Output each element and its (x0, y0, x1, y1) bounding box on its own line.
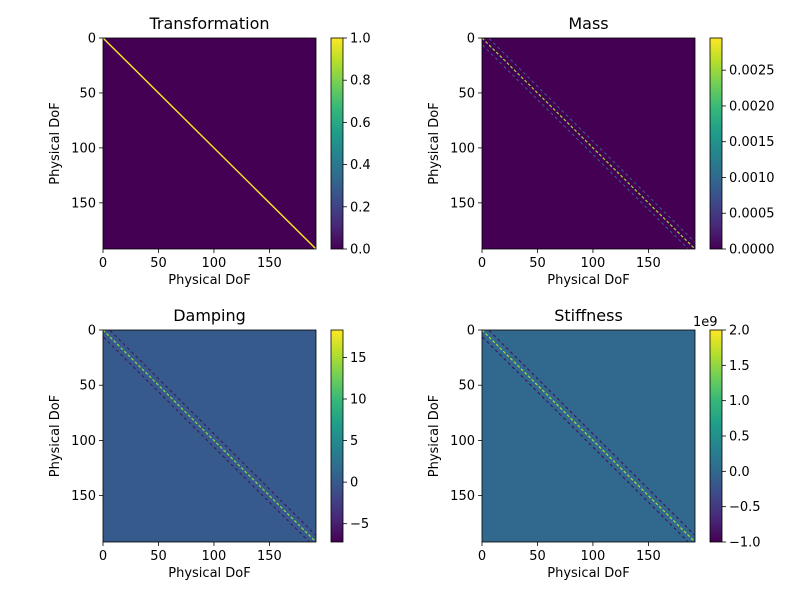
colorbar (709, 329, 723, 543)
x-tick-label: 100 (202, 256, 227, 271)
y-tick-label: 150 (450, 489, 475, 504)
heatmap-cells (482, 38, 695, 249)
x-tick-label: 0 (478, 549, 486, 564)
panel-title: Transformation (148, 14, 269, 33)
colorbar-tick-label: 1.0 (350, 32, 371, 47)
heatmap-cells (103, 330, 316, 542)
y-tick-label: 0 (88, 32, 96, 47)
colorbar-tick-label: −0.5 (729, 500, 761, 515)
colorbar (709, 37, 723, 250)
heatmap-band (488, 330, 695, 536)
y-tick-label: 50 (458, 379, 475, 394)
heatmap-diagonal (103, 38, 316, 249)
heatmap-band (482, 336, 689, 542)
panel-title: Damping (173, 306, 246, 325)
colorbar-tick-label: 0.8 (350, 74, 371, 89)
x-tick-label: 50 (529, 256, 546, 271)
y-tick-label: 0 (467, 324, 475, 339)
colorbar-tick-label: 0.6 (350, 116, 371, 131)
colorbar-tick-label: −5 (350, 517, 369, 532)
heatmap-cells (103, 38, 316, 249)
x-tick-label: 150 (636, 256, 661, 271)
colorbar-tick-label: 1.0 (729, 394, 750, 409)
heatmap-band (109, 330, 316, 536)
y-tick-label: 100 (450, 141, 475, 156)
axes-frame (481, 329, 696, 543)
colorbar-tick-label: 0.0010 (729, 171, 775, 186)
axes-frame (481, 37, 696, 250)
y-tick-label: 100 (71, 141, 96, 156)
y-tick-label: 150 (71, 489, 96, 504)
colorbar-tick-label: 0 (350, 476, 358, 491)
panel-transformation: Transformation 0 50 100 150 0 50 100 150 Physical… (48, 14, 371, 288)
x-tick-label: 150 (257, 549, 282, 564)
axes-frame (102, 329, 317, 543)
panel-stiffness: Stiffness 0 50 100 150 0 50 100 150 Physical DoF P… (427, 306, 761, 581)
y-tick-label: 0 (467, 32, 475, 47)
x-axis-label: Physical DoF (547, 566, 629, 581)
heatmap-background (482, 38, 695, 249)
heatmap-diagonal (482, 330, 695, 542)
axes-frame (102, 37, 317, 250)
colorbar-tick-label: 0.0000 (729, 243, 775, 258)
x-tick-label: 150 (257, 256, 282, 271)
y-tick-label: 100 (450, 434, 475, 449)
colorbar-tick-label: 1.5 (729, 359, 750, 374)
y-axis-label: Physical DoF (48, 102, 63, 184)
x-tick-label: 0 (99, 256, 107, 271)
y-axis-label: Physical DoF (48, 395, 63, 477)
colorbar-tick-label: 0.4 (350, 158, 371, 173)
colorbar-tick-label: 10 (350, 393, 367, 408)
x-axis-label: Physical DoF (547, 273, 629, 288)
y-tick-label: 50 (79, 379, 96, 394)
heatmap-band (103, 336, 310, 542)
colorbar (330, 37, 344, 250)
colorbar-offset-label: 1e9 (693, 315, 718, 330)
y-axis-label: Physical DoF (427, 102, 442, 184)
x-tick-label: 100 (202, 549, 227, 564)
colorbar-tick-label: 0.2 (350, 200, 371, 215)
y-tick-label: 50 (458, 86, 475, 101)
colorbar-tick-label: 0.0 (350, 243, 371, 258)
colorbar-tick-label: 0.0025 (729, 64, 775, 79)
x-tick-label: 100 (581, 256, 606, 271)
y-axis-label: Physical DoF (427, 395, 442, 477)
x-tick-label: 50 (529, 549, 546, 564)
x-tick-label: 50 (150, 549, 167, 564)
colorbar-tick-label: 5 (350, 434, 358, 449)
colorbar-tick-label: 2.0 (729, 324, 750, 339)
panel-title: Stiffness (554, 306, 623, 325)
colorbar (330, 329, 344, 543)
colorbar-tick-label: 0.0005 (729, 207, 775, 222)
colorbar-tick-label: 0.0015 (729, 135, 775, 150)
x-tick-label: 0 (99, 549, 107, 564)
heatmap-band (488, 38, 695, 243)
colorbar-tick-label: −1.0 (729, 536, 761, 551)
y-tick-label: 150 (71, 196, 96, 211)
colorbar-tick-label: 15 (350, 351, 367, 366)
y-tick-label: 50 (79, 86, 96, 101)
y-tick-label: 100 (71, 434, 96, 449)
x-axis-label: Physical DoF (168, 566, 250, 581)
heatmap-diagonal (103, 330, 316, 542)
y-tick-label: 150 (450, 196, 475, 211)
y-tick-label: 0 (88, 324, 96, 339)
colorbar-tick-label: 0.5 (729, 430, 750, 445)
panel-title: Mass (568, 14, 608, 33)
colorbar-tick-label: 0.0020 (729, 99, 775, 114)
colorbar-tick-label: 0.0 (729, 465, 750, 480)
heatmap-band (482, 44, 689, 249)
heatmap-cells (482, 330, 695, 542)
x-tick-label: 0 (478, 256, 486, 271)
panel-mass: Mass 0 50 100 150 0 50 100 150 Physical DoF Physic… (427, 14, 775, 288)
x-tick-label: 100 (581, 549, 606, 564)
x-axis-label: Physical DoF (168, 273, 250, 288)
x-tick-label: 150 (636, 549, 661, 564)
x-tick-label: 50 (150, 256, 167, 271)
